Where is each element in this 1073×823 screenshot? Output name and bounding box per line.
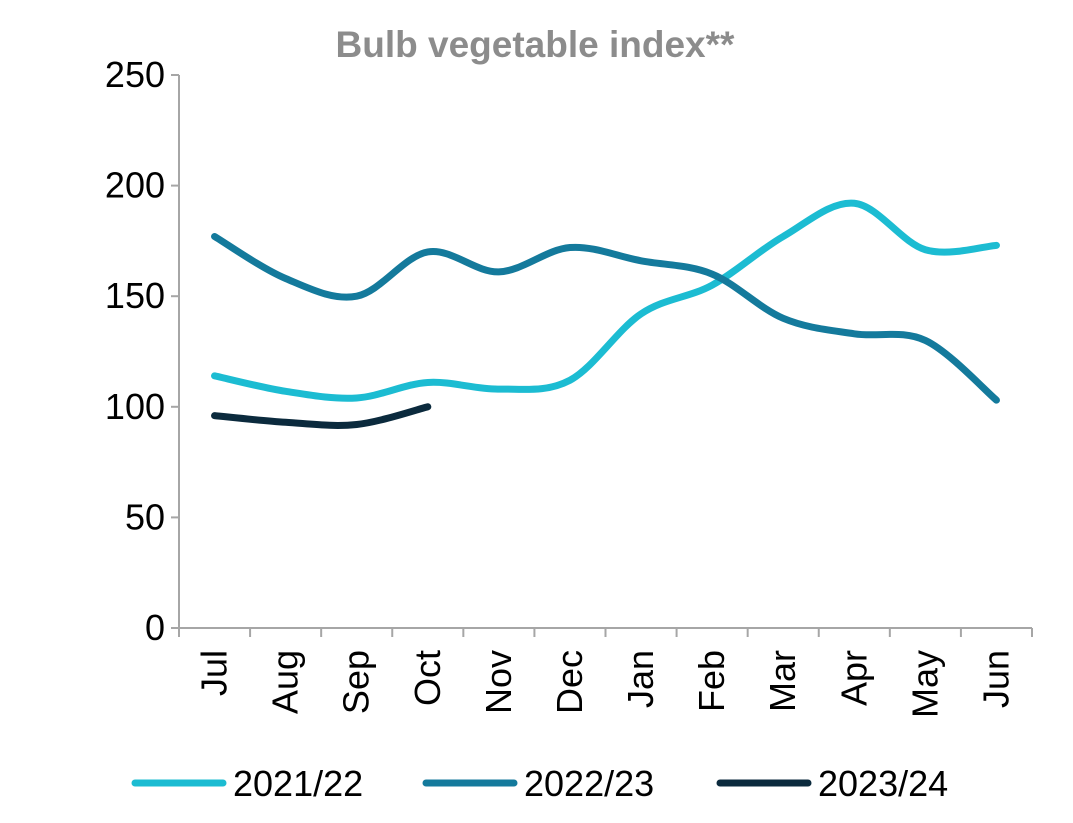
series-line-2021-22: [211, 199, 1000, 402]
y-tick-label: 100: [105, 386, 165, 427]
x-tick-label: Jan: [620, 650, 661, 708]
chart-title: Bulb vegetable index**: [336, 24, 735, 65]
x-tick-label: Sep: [336, 650, 377, 714]
legend-label: 2023/24: [818, 763, 948, 804]
y-tick-label: 200: [105, 165, 165, 206]
x-axis-ticks: Jul Aug Sep Oct Nov Dec Jan Feb Mar Apr May Jun: [178, 628, 1033, 718]
legend-label: 2021/22: [233, 763, 363, 804]
x-tick-label: Aug: [265, 650, 306, 714]
series-lines: [211, 199, 1000, 429]
x-tick-label: Jul: [194, 650, 235, 696]
legend: 2021/22 2022/23 2023/24: [131, 763, 948, 804]
x-tick-label: Feb: [691, 650, 732, 712]
x-tick-label: Oct: [407, 650, 448, 706]
y-tick-label: 50: [125, 496, 165, 537]
x-tick-label: May: [904, 650, 945, 718]
y-axis-ticks: 0 50 100 150 200 250: [105, 54, 179, 648]
x-tick-label: Jun: [975, 650, 1016, 708]
x-tick-label: Dec: [549, 650, 590, 714]
y-tick-label: 150: [105, 275, 165, 316]
x-tick-label: Nov: [478, 650, 519, 714]
legend-label: 2022/23: [524, 763, 654, 804]
series-line-2023-24: [211, 403, 432, 429]
x-tick-label: Mar: [762, 650, 803, 712]
x-tick-label: Apr: [833, 650, 874, 706]
y-tick-label: 0: [145, 607, 165, 648]
y-tick-label: 250: [105, 54, 165, 95]
series-line-2022-23: [211, 232, 1000, 404]
